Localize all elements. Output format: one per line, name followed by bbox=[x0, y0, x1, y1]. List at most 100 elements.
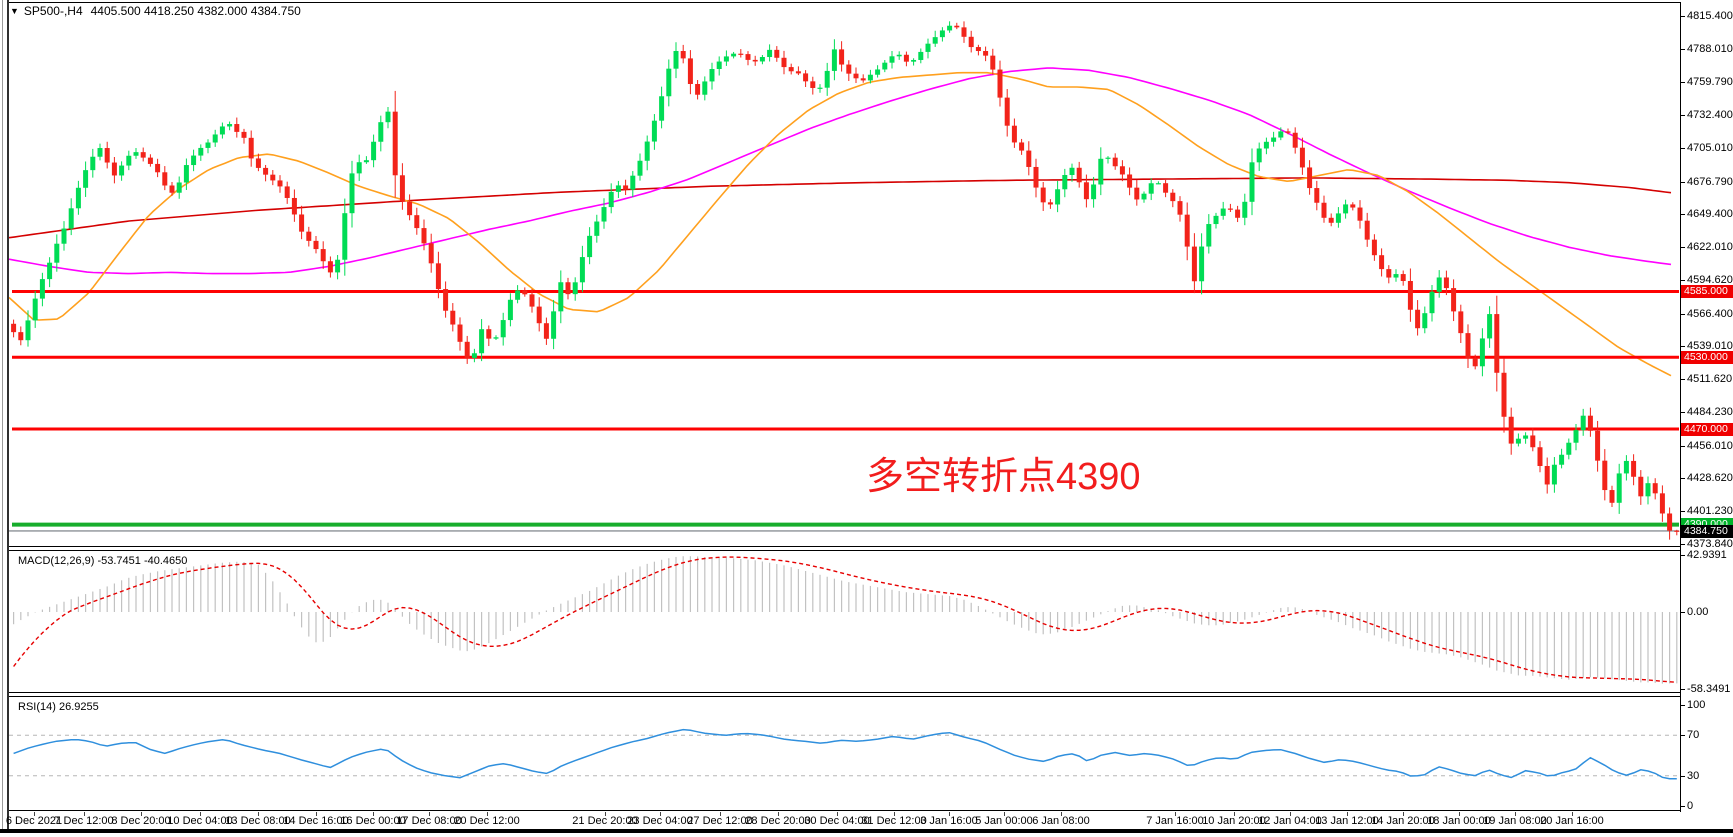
price-axis-tick bbox=[1680, 280, 1685, 281]
price-axis-tick bbox=[1680, 148, 1685, 149]
macd-axis-tick bbox=[1680, 555, 1685, 556]
price-axis-label[interactable]: 4566.400 bbox=[1687, 308, 1733, 320]
macd-indicator-chart[interactable] bbox=[9, 551, 1680, 692]
price-axis-label[interactable]: 4511.620 bbox=[1687, 373, 1733, 385]
price-axis-tick bbox=[1680, 511, 1685, 512]
time-axis-tick bbox=[949, 812, 950, 816]
price-axis-tick bbox=[1680, 478, 1685, 479]
time-axis-label[interactable]: 27 Dec 12:00 bbox=[687, 815, 753, 827]
price-axis-label[interactable]: 4373.840 bbox=[1687, 538, 1733, 550]
rsi-axis-label[interactable]: 100 bbox=[1687, 699, 1706, 711]
time-axis-tick bbox=[837, 812, 838, 816]
time-axis-label[interactable]: 28 Dec 20:00 bbox=[745, 815, 811, 827]
macd-panel-frame bbox=[9, 550, 1680, 693]
time-axis-label[interactable]: 10 Dec 04:00 bbox=[167, 815, 233, 827]
time-axis-label[interactable]: 18 Jan 00:00 bbox=[1427, 815, 1491, 827]
price-axis-tick bbox=[1680, 214, 1685, 215]
price-axis-label[interactable]: 4594.620 bbox=[1687, 274, 1733, 286]
price-axis-label[interactable]: 4732.400 bbox=[1687, 109, 1733, 121]
time-axis-tick bbox=[1175, 812, 1176, 816]
time-axis-tick bbox=[1347, 812, 1348, 816]
time-axis-label[interactable]: 30 Dec 04:00 bbox=[804, 815, 870, 827]
time-axis-tick bbox=[1515, 812, 1516, 816]
price-tag-red-level: 4585.000 bbox=[1681, 285, 1733, 298]
time-axis-label[interactable]: 10 Jan 20:00 bbox=[1202, 815, 1266, 827]
price-axis-label[interactable]: 4456.010 bbox=[1687, 440, 1733, 452]
macd-axis-label[interactable]: -58.3491 bbox=[1687, 683, 1731, 695]
time-axis-tick bbox=[84, 812, 85, 816]
price-axis-label[interactable]: 4788.010 bbox=[1687, 43, 1733, 55]
time-axis-label[interactable]: 13 Jan 12:00 bbox=[1315, 815, 1379, 827]
price-tag-red-level: 4470.000 bbox=[1681, 423, 1733, 436]
time-axis-tick bbox=[1234, 812, 1235, 816]
macd-axis-label[interactable]: 0.00 bbox=[1687, 606, 1709, 618]
time-axis-label[interactable]: 16 Dec 00:00 bbox=[340, 815, 406, 827]
time-axis-label[interactable]: 23 Dec 04:00 bbox=[627, 815, 693, 827]
time-axis-label[interactable]: 5 Jan 00:00 bbox=[975, 815, 1033, 827]
price-axis-tick bbox=[1680, 182, 1685, 183]
time-axis-tick bbox=[1459, 812, 1460, 816]
rsi-axis-tick bbox=[1680, 735, 1685, 736]
window-left-border bbox=[2, 0, 3, 833]
price-axis-label[interactable]: 4428.620 bbox=[1687, 472, 1733, 484]
time-axis-label[interactable]: 3 Jan 16:00 bbox=[920, 815, 978, 827]
price-tag-current: 4384.750 bbox=[1681, 525, 1733, 538]
price-axis-label[interactable]: 4705.010 bbox=[1687, 142, 1733, 154]
time-axis-tick bbox=[34, 812, 35, 816]
main-candlestick-chart[interactable] bbox=[9, 3, 1680, 546]
time-axis-label[interactable]: 13 Dec 08:00 bbox=[225, 815, 291, 827]
price-scale-divider bbox=[1680, 2, 1681, 812]
time-axis-label[interactable]: 8 Dec 20:00 bbox=[111, 815, 171, 827]
time-axis-tick bbox=[720, 812, 721, 816]
macd-axis-tick bbox=[1680, 689, 1685, 690]
price-axis-tick bbox=[1680, 314, 1685, 315]
ohlc-quote-label: 4405.500 4418.250 4382.000 4384.750 bbox=[90, 4, 301, 18]
price-axis-tick bbox=[1680, 379, 1685, 380]
time-axis-label[interactable]: 17 Dec 08:00 bbox=[396, 815, 462, 827]
price-axis-tick bbox=[1680, 16, 1685, 17]
time-axis-tick bbox=[1403, 812, 1404, 816]
time-axis-label[interactable]: 6 Jan 08:00 bbox=[1032, 815, 1090, 827]
price-axis-label[interactable]: 4759.790 bbox=[1687, 76, 1733, 88]
rsi-axis-label[interactable]: 30 bbox=[1687, 770, 1700, 782]
time-axis-label[interactable]: 6 Dec 2021 bbox=[5, 815, 63, 827]
time-axis-tick bbox=[1572, 812, 1573, 816]
price-axis-label[interactable]: 4649.400 bbox=[1687, 208, 1733, 220]
time-axis-tick bbox=[429, 812, 430, 816]
price-axis-tick bbox=[1680, 544, 1685, 545]
price-axis-label[interactable]: 4676.790 bbox=[1687, 176, 1733, 188]
time-axis-label[interactable]: 14 Dec 16:00 bbox=[283, 815, 349, 827]
time-axis-label[interactable]: 20 Dec 12:00 bbox=[454, 815, 520, 827]
price-axis-label[interactable]: 4484.230 bbox=[1687, 406, 1733, 418]
time-axis-label[interactable]: 12 Jan 04:00 bbox=[1258, 815, 1322, 827]
macd-axis-label[interactable]: 42.9391 bbox=[1687, 549, 1727, 561]
time-axis-label[interactable]: 7 Jan 16:00 bbox=[1146, 815, 1204, 827]
price-axis-tick bbox=[1680, 346, 1685, 347]
time-axis-label[interactable]: 19 Jan 08:00 bbox=[1483, 815, 1547, 827]
time-axis-tick bbox=[316, 812, 317, 816]
rsi-axis-label[interactable]: 0 bbox=[1687, 800, 1694, 812]
time-axis-label[interactable]: 14 Jan 20:00 bbox=[1371, 815, 1435, 827]
price-axis-label[interactable]: 4815.400 bbox=[1687, 10, 1733, 22]
price-axis-label[interactable]: 4622.010 bbox=[1687, 241, 1733, 253]
time-axis-label[interactable]: 7 Dec 12:00 bbox=[54, 815, 114, 827]
rsi-indicator-chart[interactable] bbox=[9, 697, 1680, 810]
time-axis-tick bbox=[1290, 812, 1291, 816]
price-axis-label[interactable]: 4539.010 bbox=[1687, 340, 1733, 352]
rsi-axis-label[interactable]: 70 bbox=[1687, 729, 1700, 741]
time-axis-label[interactable]: 31 Dec 12:00 bbox=[861, 815, 927, 827]
time-axis-tick bbox=[1061, 812, 1062, 816]
main-chart-frame bbox=[9, 2, 1680, 547]
rsi-axis-tick bbox=[1680, 705, 1685, 706]
price-axis-label[interactable]: 4401.230 bbox=[1687, 505, 1733, 517]
collapse-triangle-icon[interactable]: ▼ bbox=[10, 6, 19, 16]
time-axis-label[interactable]: 21 Dec 20:00 bbox=[572, 815, 638, 827]
time-axis-label[interactable]: 20 Jan 16:00 bbox=[1540, 815, 1604, 827]
price-axis-tick bbox=[1680, 82, 1685, 83]
chart-annotation[interactable]: 多空转折点4390 bbox=[866, 456, 1141, 498]
price-axis-tick bbox=[1680, 115, 1685, 116]
time-axis-tick bbox=[660, 812, 661, 816]
price-axis-tick bbox=[1680, 49, 1685, 50]
window-bottom-border bbox=[0, 829, 1733, 833]
